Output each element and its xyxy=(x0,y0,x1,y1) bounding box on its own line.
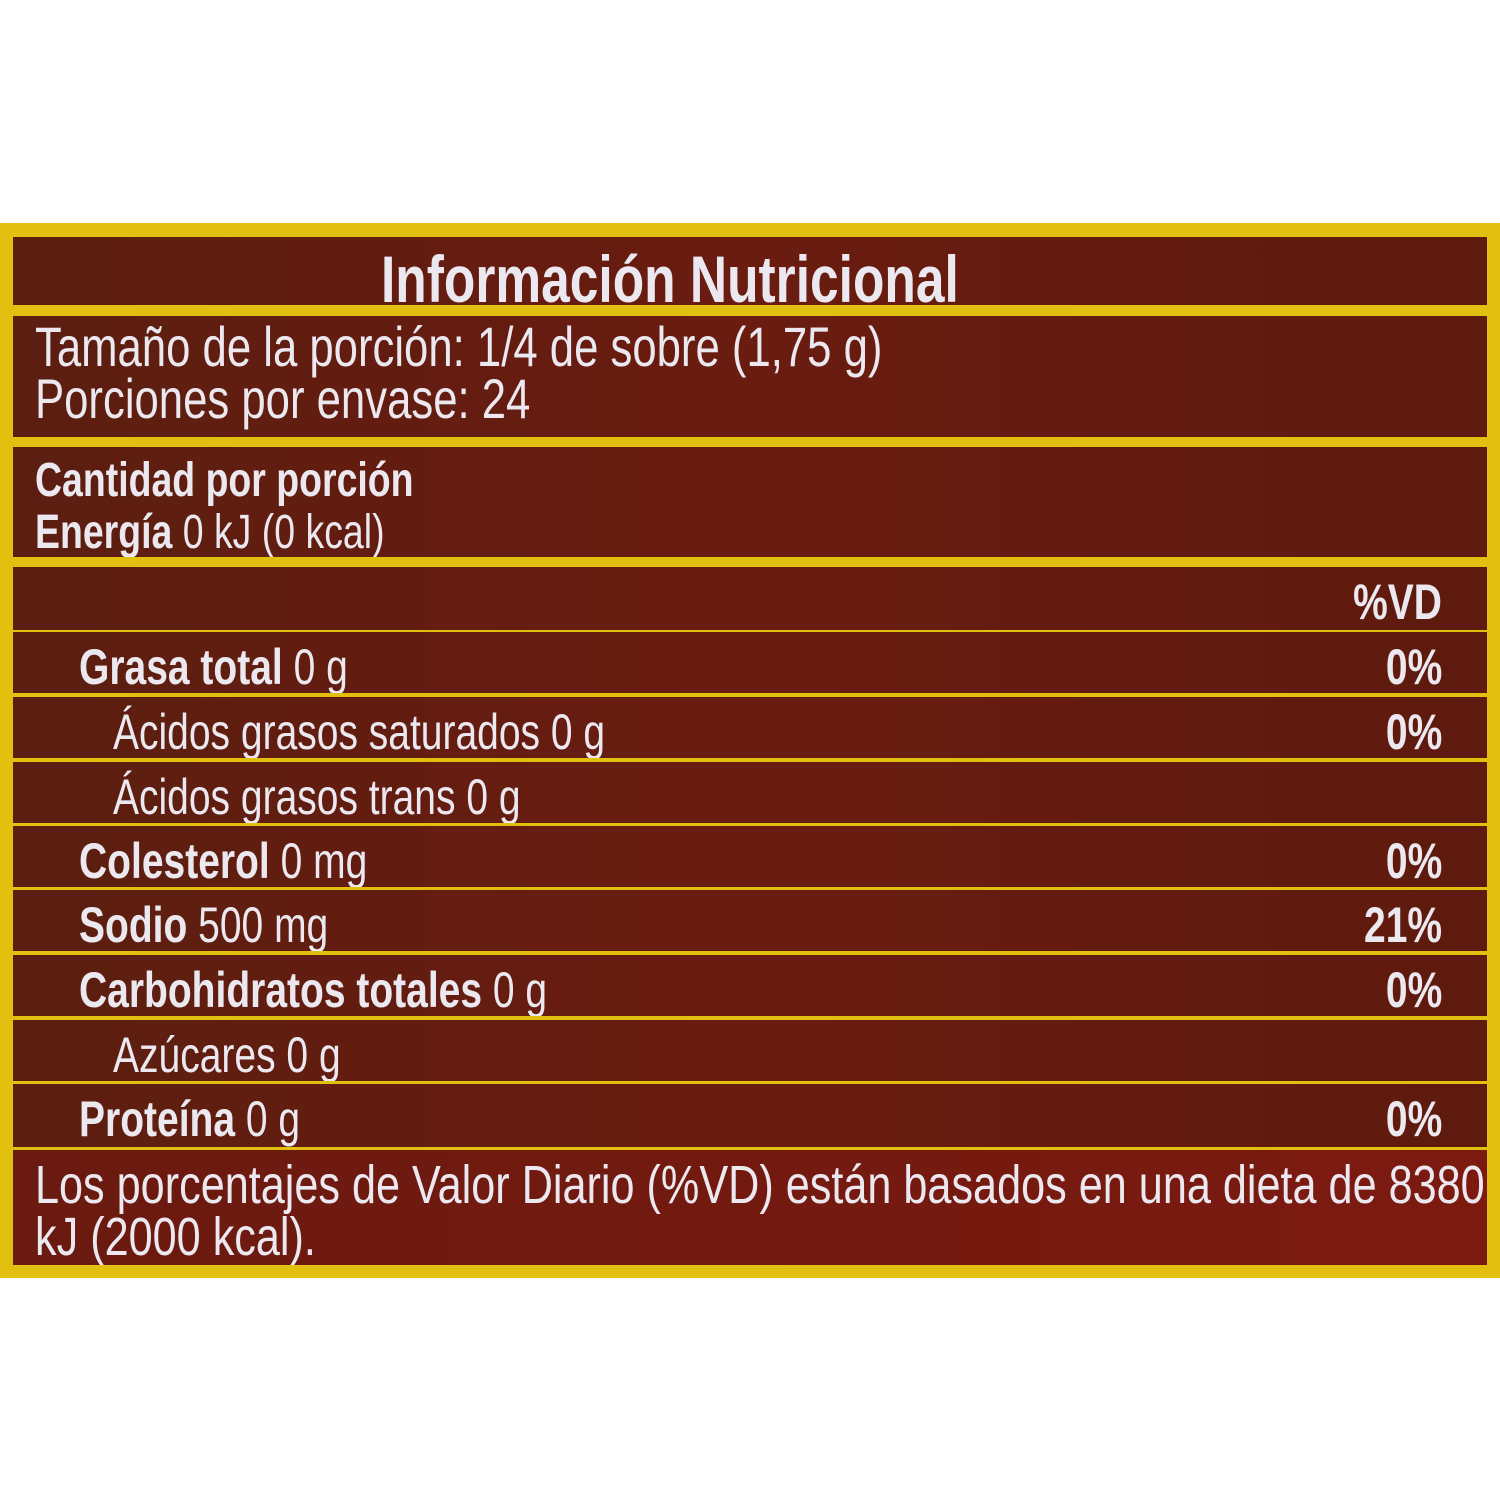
nutrient-row: Colesterol 0 mg 0% xyxy=(13,826,1487,887)
nutrient-row: Grasa total 0 g 0% xyxy=(13,632,1487,693)
footnote-line-1: Los porcentajes de Valor Diario (%VD) es… xyxy=(35,1155,1485,1215)
dv-header-band: %VD xyxy=(13,567,1487,630)
energy-value: 0 kJ (0 kcal) xyxy=(182,506,385,557)
nutrient-value: 0 g xyxy=(245,1091,301,1147)
nutrition-label: Información Nutricional Tamaño de la por… xyxy=(0,223,1500,1278)
nutrient-label: Ácidos grasos trans xyxy=(113,769,456,823)
nutrient-label: Carbohidratos totales xyxy=(79,962,483,1016)
nutrient-text: Ácidos grasos trans 0 g xyxy=(113,768,521,823)
nutrient-row: Carbohidratos totales 0 g 0% xyxy=(13,955,1487,1016)
footnote-line-2: kJ (2000 kcal). xyxy=(35,1207,316,1265)
energy-label: Energía xyxy=(35,506,173,557)
title-band: Información Nutricional xyxy=(13,237,1487,305)
amount-band: Cantidad por porción Energía 0 kJ (0 kca… xyxy=(13,447,1487,557)
nutrient-label: Sodio xyxy=(79,897,188,951)
nutrient-label: Colesterol xyxy=(79,833,270,887)
serving-size: Tamaño de la porción: 1/4 de sobre (1,75… xyxy=(35,316,883,378)
nutrient-row: Ácidos grasos saturados 0 g 0% xyxy=(13,697,1487,758)
nutrient-dv: 0% xyxy=(1385,704,1442,758)
nutrient-label: Grasa total xyxy=(79,639,283,693)
nutrient-text: Ácidos grasos saturados 0 g xyxy=(113,703,605,758)
energy-line: Energía 0 kJ (0 kcal) xyxy=(35,505,385,557)
footnote-band: Los porcentajes de Valor Diario (%VD) es… xyxy=(13,1150,1487,1265)
nutrient-value: 0 g xyxy=(293,639,348,693)
nutrient-row: Ácidos grasos trans 0 g xyxy=(13,762,1487,823)
nutrient-row: Sodio 500 mg 21% xyxy=(13,890,1487,951)
nutrient-label: Proteína xyxy=(79,1091,236,1147)
nutrient-text: Proteína 0 g xyxy=(79,1090,300,1147)
nutrient-value: 0 g xyxy=(550,704,606,758)
dv-header: %VD xyxy=(1353,574,1442,630)
nutrient-value: 500 mg xyxy=(198,897,329,951)
nutrient-text: Azúcares 0 g xyxy=(113,1026,341,1081)
nutrient-dv: 21% xyxy=(1363,897,1442,951)
nutrient-value: 0 mg xyxy=(280,833,368,887)
nutrient-dv: 0% xyxy=(1385,639,1442,693)
serving-band: Tamaño de la porción: 1/4 de sobre (1,75… xyxy=(13,316,1487,437)
nutrient-text: Grasa total 0 g xyxy=(79,638,348,693)
nutrient-value: 0 g xyxy=(466,769,521,823)
nutrient-label: Ácidos grasos saturados xyxy=(113,704,541,758)
nutrient-label: Azúcares xyxy=(113,1027,276,1081)
nutrient-dv: 0% xyxy=(1385,833,1442,887)
nutrient-dv: 0% xyxy=(1385,1091,1442,1147)
nutrient-text: Colesterol 0 mg xyxy=(79,832,367,887)
nutrient-value: 0 g xyxy=(286,1027,341,1081)
nutrient-text: Carbohidratos totales 0 g xyxy=(79,961,547,1016)
nutrient-dv: 0% xyxy=(1385,962,1442,1016)
nutrient-row: Proteína 0 g 0% xyxy=(13,1084,1487,1147)
servings-per-container: Porciones por envase: 24 xyxy=(35,367,531,430)
nutrient-row: Azúcares 0 g xyxy=(13,1020,1487,1081)
nutrient-value: 0 g xyxy=(492,962,548,1016)
amount-heading: Cantidad por porción xyxy=(35,454,414,507)
label-title: Información Nutricional xyxy=(381,242,959,305)
nutrient-text: Sodio 500 mg xyxy=(79,896,328,951)
